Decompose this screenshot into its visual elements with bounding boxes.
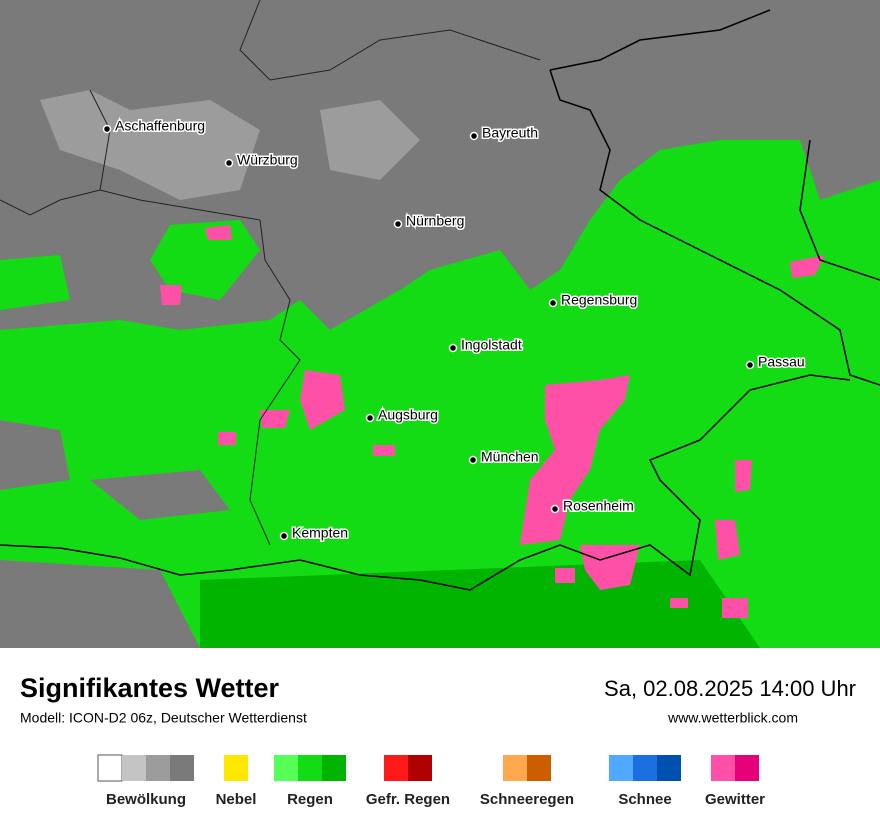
legend-swatch (609, 755, 633, 781)
legend-label: Gefr. Regen (366, 791, 450, 808)
city-label: Regensburg (561, 292, 637, 308)
legend-label: Schnee (618, 791, 671, 808)
legend-label: Schneeregen (480, 791, 574, 808)
legend-swatch (146, 755, 170, 781)
region-borders (0, 0, 541, 546)
city-label: Ingolstadt (461, 337, 522, 353)
legend-label: Regen (287, 791, 333, 808)
thunderstorms (160, 225, 825, 618)
map: Aschaffenburg Würzburg Bayreuth Nürnberg… (0, 0, 880, 648)
legend-swatch (224, 755, 248, 781)
city-label: Kempten (292, 525, 348, 541)
legend-swatch (657, 755, 681, 781)
datetime: Sa, 02.08.2025 14:00 Uhr (604, 676, 856, 701)
legend-swatch (322, 755, 346, 781)
city-dot (102, 124, 112, 134)
website: www.wetterblick.com (667, 710, 798, 726)
legend-swatch (122, 755, 146, 781)
legend-label: Nebel (216, 791, 257, 808)
rain-area (150, 220, 260, 300)
city-dot (448, 343, 458, 353)
city-label: Augsburg (378, 407, 438, 423)
city-dot (469, 131, 479, 141)
city-dot (745, 360, 755, 370)
rain-area (0, 140, 880, 648)
city-dot (550, 504, 560, 514)
city-label: Würzburg (237, 152, 298, 168)
legend-swatch (97, 754, 123, 782)
legend-swatch (711, 755, 735, 781)
legend-swatch (170, 755, 194, 781)
city-label: München (481, 449, 539, 465)
legend: Bewölkung Nebel Regen Gefr. Regen Schneerege… (97, 754, 765, 808)
cloud-light (40, 90, 260, 200)
cloud-cover (90, 470, 230, 520)
cloud-cover (0, 560, 200, 648)
subtitle: Modell: ICON-D2 06z, Deutscher Wetterdie… (20, 710, 307, 726)
cloud-light (320, 100, 420, 180)
city-dot (548, 298, 558, 308)
city-label: Aschaffenburg (115, 118, 205, 134)
rain-area (0, 255, 70, 310)
legend-swatch (384, 755, 408, 781)
city-label: Rosenheim (563, 498, 634, 514)
legend-label: Bewölkung (106, 791, 186, 808)
legend-label: Gewitter (705, 791, 765, 808)
legend-swatch (735, 755, 759, 781)
legend-swatch (527, 755, 551, 781)
legend-swatch (298, 755, 322, 781)
city-dot (393, 219, 403, 229)
city-dot (365, 413, 375, 423)
legend-swatch (633, 755, 657, 781)
city-dot (468, 455, 478, 465)
title: Signifikantes Wetter (20, 673, 280, 703)
legend-swatch (408, 755, 432, 781)
borders (0, 9, 880, 591)
cloud-cover (0, 420, 70, 490)
city-dot (224, 158, 234, 168)
city-dot (279, 531, 289, 541)
legend-swatch (274, 755, 298, 781)
city-label: Nürnberg (406, 213, 464, 229)
city-markers (102, 124, 755, 541)
city-label: Bayreuth (482, 125, 538, 141)
city-label: Passau (758, 354, 805, 370)
legend-swatch (503, 755, 527, 781)
